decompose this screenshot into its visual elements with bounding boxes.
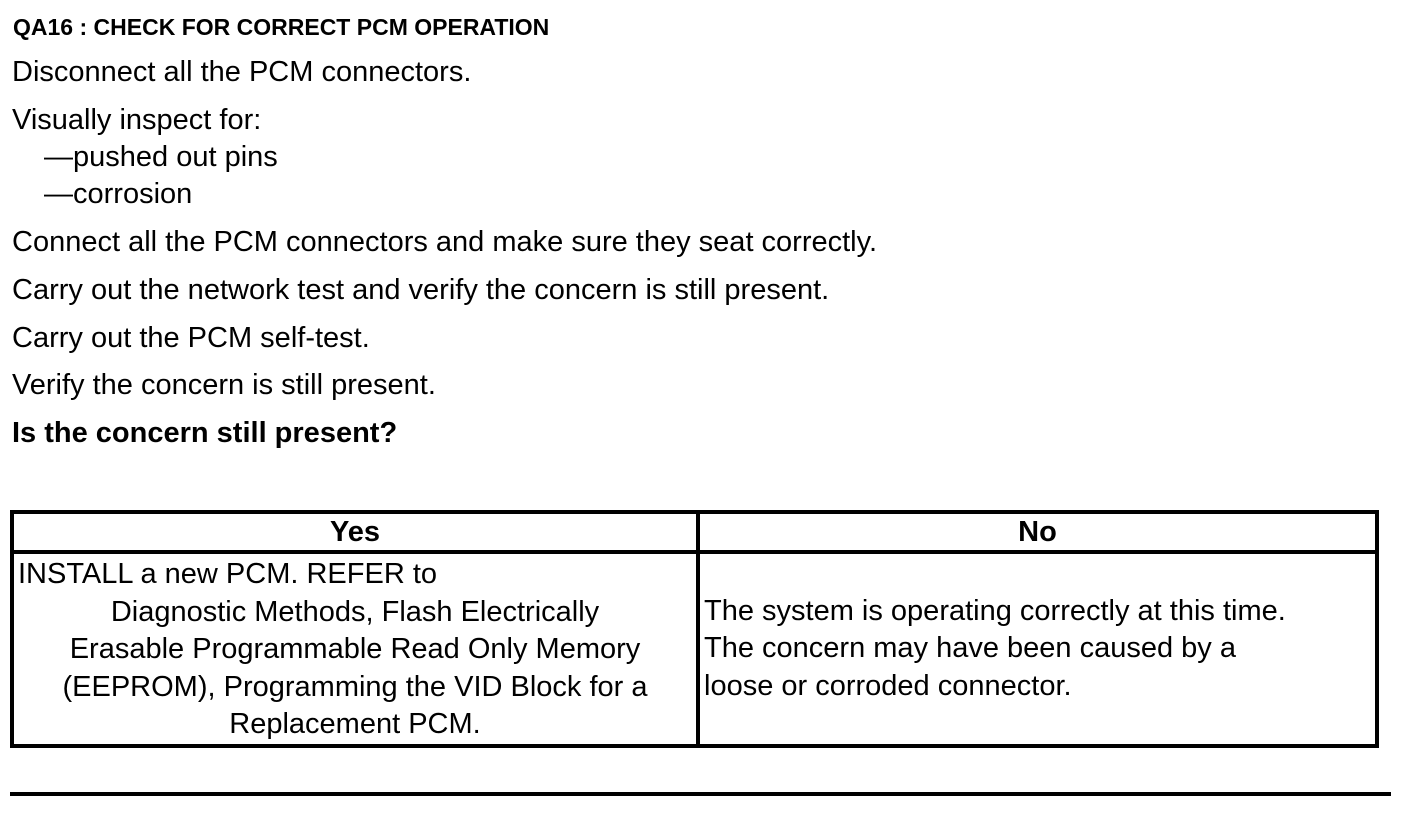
header-yes: Yes bbox=[10, 510, 700, 554]
no-line: loose or corroded connector. bbox=[704, 669, 1072, 702]
no-cell: The system is operating correctly at thi… bbox=[696, 550, 1379, 748]
step-text: Visually inspect for: bbox=[12, 104, 262, 136]
step-text: Carry out the network test and verify th… bbox=[12, 274, 830, 306]
step-text: Connect all the PCM connectors and make … bbox=[12, 226, 878, 258]
yes-line: Erasable Programmable Read Only Memory bbox=[69, 633, 641, 665]
no-line: The system is operating correctly at thi… bbox=[704, 594, 1286, 627]
section-title: QA16 : CHECK FOR CORRECT PCM OPERATION bbox=[13, 14, 550, 40]
yes-cell: INSTALL a new PCM. REFER to Diagnostic M… bbox=[10, 550, 700, 748]
yes-line: Replacement PCM. bbox=[229, 708, 481, 740]
inspect-item: —corrosion bbox=[44, 178, 193, 210]
step-text: Verify the concern is still present. bbox=[12, 369, 436, 401]
decision-table: Yes No INSTALL a new PCM. REFER to Diagn… bbox=[10, 510, 1379, 748]
yes-line: (EEPROM), Programming the VID Block for … bbox=[62, 670, 648, 703]
yes-line: INSTALL a new PCM. REFER to bbox=[18, 558, 438, 590]
header-no: No bbox=[696, 510, 1379, 554]
yes-line: Diagnostic Methods, Flash Electrically bbox=[110, 595, 600, 628]
inspect-item: —pushed out pins bbox=[44, 141, 278, 173]
step-text: Carry out the PCM self-test. bbox=[12, 322, 370, 354]
horizontal-divider bbox=[10, 792, 1391, 796]
no-line: The concern may have been caused by a bbox=[704, 632, 1236, 664]
step-text: Disconnect all the PCM connectors. bbox=[12, 56, 472, 88]
question: Is the concern still present? bbox=[12, 417, 398, 449]
